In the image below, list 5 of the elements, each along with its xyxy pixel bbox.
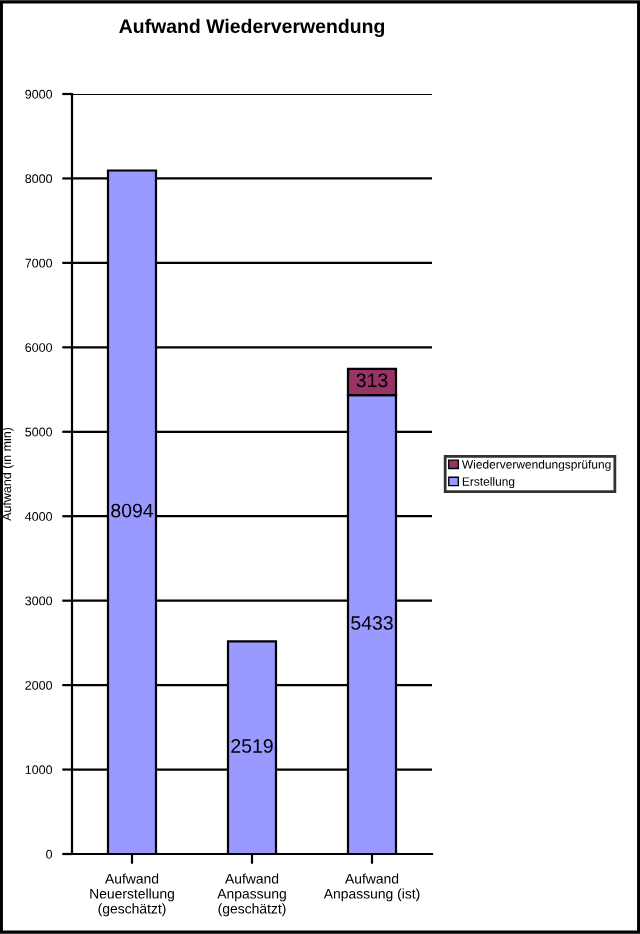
data-label: 2519 <box>231 739 273 753</box>
data-label: 5433 <box>351 616 393 630</box>
data-label: 8094 <box>111 503 154 518</box>
data-label: 313 <box>356 373 388 388</box>
chart-title: Aufwand Wiederverwendung <box>119 18 385 38</box>
